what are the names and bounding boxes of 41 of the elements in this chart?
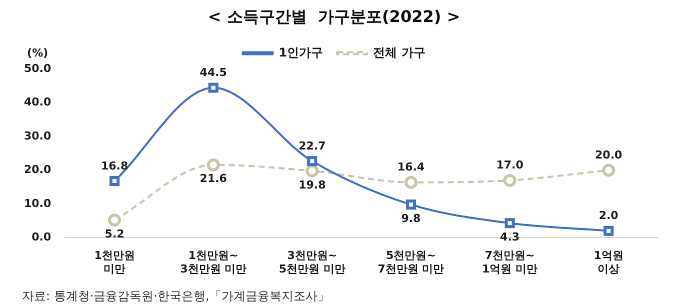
data-label: 4.3 xyxy=(500,230,520,244)
data-label: 19.8 xyxy=(298,178,326,192)
data-label: 20.0 xyxy=(595,148,623,162)
x-tick-label: 1천만원 미만 xyxy=(94,249,135,276)
data-label: 2.0 xyxy=(598,209,619,222)
point xyxy=(406,200,416,210)
data-label: 16.4 xyxy=(397,160,425,174)
x-tick-label: 1억원 이상 xyxy=(594,249,624,276)
point xyxy=(306,164,319,178)
y-tick-label: 40.0 xyxy=(24,96,52,109)
point xyxy=(503,174,516,187)
y-tick-label: 0.0 xyxy=(32,230,52,244)
data-label: 17.0 xyxy=(496,158,524,172)
point xyxy=(604,226,614,236)
y-axis-title: (%) xyxy=(27,46,48,60)
point xyxy=(110,176,120,186)
y-tick-label: 30.0 xyxy=(24,129,52,142)
y-tick-label: 10.0 xyxy=(24,196,52,210)
point xyxy=(602,164,616,177)
chart-title: < 소득구간별 가구분포(2022) > xyxy=(208,6,460,26)
point xyxy=(504,218,515,228)
x-tick-label: 3천만원~ 5천만원 미만 xyxy=(278,249,346,276)
point xyxy=(307,156,318,166)
data-label: 9.8 xyxy=(401,212,421,225)
data-label: 16.8 xyxy=(100,159,128,172)
data-label: 21.6 xyxy=(200,172,228,186)
x-tick-label: 1천만원~ 3천만원 미만 xyxy=(180,249,247,276)
legend-label: 1인가구 xyxy=(278,45,324,60)
text: 자료: 통계청·금융감독원·한국은행,「가계금융복지조사」 xyxy=(22,288,330,304)
data-label: 5.2 xyxy=(104,227,124,240)
data-label: 22.7 xyxy=(298,140,326,153)
point xyxy=(206,158,220,172)
legend-label: 전체 가구 xyxy=(373,45,426,60)
point xyxy=(108,214,122,227)
data-label: 44.5 xyxy=(200,66,227,80)
y-tick-label: 50.0 xyxy=(24,62,52,76)
x-tick-label: 7천만원~ 1억원 미만 xyxy=(482,249,538,276)
y-tick-label: 20.0 xyxy=(24,163,52,176)
point xyxy=(208,82,218,93)
point xyxy=(404,176,418,189)
x-tick-label: 5천만원~ 7천만원 미만 xyxy=(378,249,444,276)
